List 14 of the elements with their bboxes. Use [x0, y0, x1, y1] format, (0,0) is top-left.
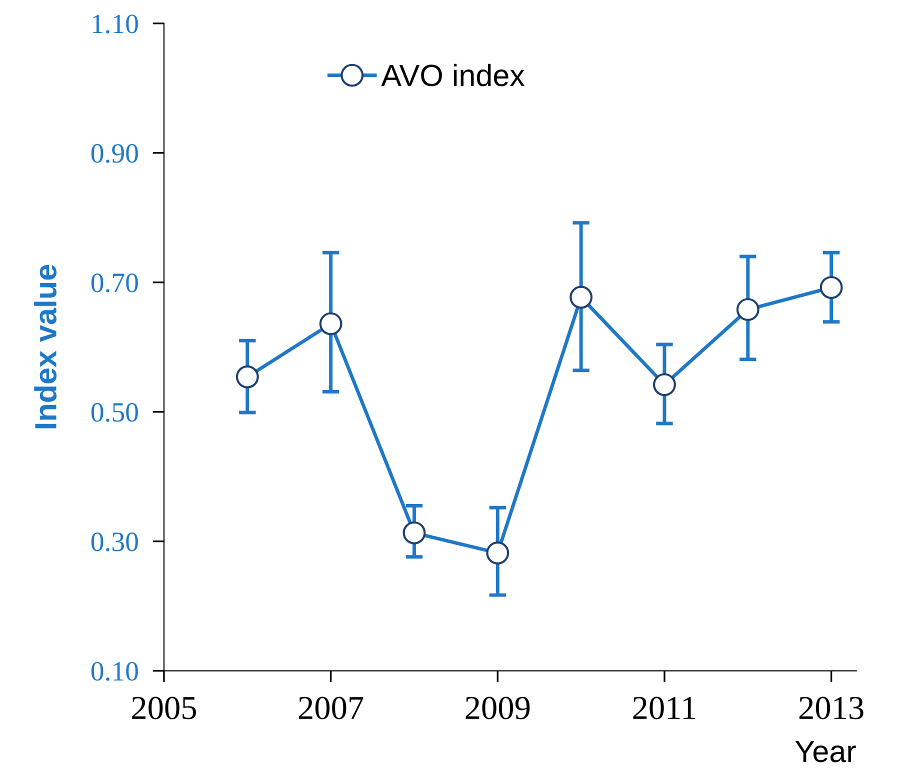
y-tick-label: 0.90 — [91, 144, 138, 163]
x-tick-label: 2007 — [298, 696, 364, 720]
x-axis-title: Year — [795, 740, 856, 762]
y-axis-title: Index value — [34, 264, 57, 428]
y-tick-label: 1.10 — [92, 14, 138, 34]
y-tick-label: 0.50 — [91, 403, 138, 422]
y-tick-label: 0.70 — [91, 274, 138, 292]
x-tick-label: 2011 — [633, 696, 696, 720]
x-tick-label: 2013 — [799, 696, 864, 720]
y-tick-label: 0.10 — [91, 662, 138, 681]
x-tick-label: 2009 — [466, 696, 530, 720]
y-tick-label: 0.30 — [91, 532, 138, 552]
x-tick-label: 2005 — [132, 696, 196, 720]
legend-label: AVO index — [381, 64, 525, 86]
